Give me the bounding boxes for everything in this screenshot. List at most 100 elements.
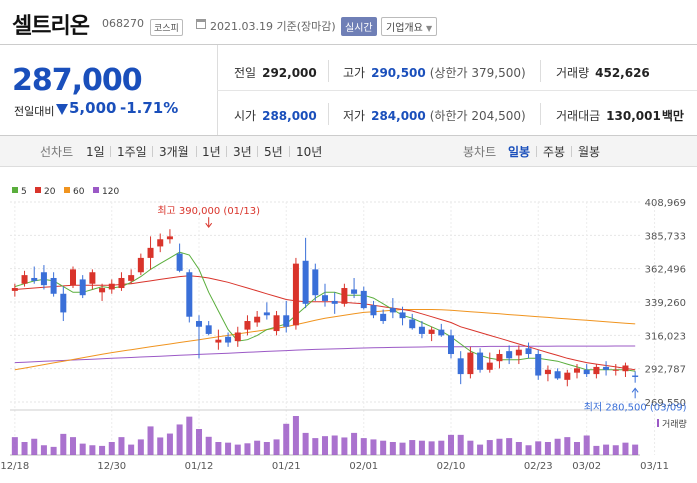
volume-bar [215, 442, 222, 455]
volume-bar [632, 444, 639, 455]
candle-body [321, 295, 329, 301]
tab-3m[interactable]: 3개월 [159, 145, 189, 159]
candle-body [603, 366, 610, 370]
tab-1y[interactable]: 1년 [202, 145, 221, 159]
candle-body [341, 288, 348, 304]
tab-monthly[interactable]: 월봉 [578, 145, 601, 159]
candle-body [263, 312, 270, 316]
volume-bar [593, 445, 600, 455]
candle-body [60, 293, 67, 313]
candle-body [215, 339, 222, 343]
volume-bar [457, 434, 464, 455]
volume-bar [21, 442, 28, 455]
candle-body [50, 277, 57, 294]
candle-body [496, 354, 503, 362]
volume-bar [428, 441, 435, 455]
candle-body [157, 239, 164, 247]
volume-bar [370, 439, 377, 455]
amount-cell: 거래대금 130,001백만 [556, 107, 684, 124]
max-arrow-head-icon [205, 222, 213, 229]
tab-divider [196, 146, 197, 157]
candle-body [447, 335, 455, 355]
candle-body [564, 372, 571, 380]
volume-bar [399, 442, 406, 455]
candle-body [128, 275, 135, 281]
candle-body [254, 316, 261, 323]
candle-body [40, 272, 47, 286]
stock-name: 셀트리온 [12, 14, 90, 39]
price-change: 5,000 [69, 99, 117, 117]
candle-body [544, 369, 551, 375]
x-tick-label: 12/18 [0, 461, 29, 472]
max-price-label: 최고 390,000 (01/13) [157, 205, 260, 217]
volume-bar [176, 424, 183, 455]
tab-1w[interactable]: 1주일 [117, 145, 147, 159]
volume-bar [486, 440, 493, 455]
volume-bar [506, 438, 513, 455]
tab-3y[interactable]: 3년 [233, 145, 252, 159]
amount-value: 130,001 [606, 109, 661, 123]
lower-limit: (하한가 204,500) [429, 109, 526, 123]
volume-bar [108, 442, 115, 455]
volume-bar [137, 439, 144, 455]
company-info-label: 기업개요 [386, 23, 423, 34]
candlestick-chart[interactable]: 5 20 60 120 408,969 385,733 362,496 339,260 316… [0, 166, 697, 483]
cell-divider [540, 103, 541, 125]
volume-bar [40, 445, 47, 455]
market-badge: 코스피 [150, 19, 183, 36]
compare-label: 전일대비 [14, 105, 55, 118]
tab-10y[interactable]: 10년 [296, 145, 323, 159]
candle-body [186, 272, 193, 317]
tab-weekly[interactable]: 주봉 [543, 145, 566, 159]
tab-divider [226, 146, 227, 157]
candle-body [438, 329, 445, 336]
candle-body [108, 283, 115, 290]
volume-bar [418, 440, 425, 455]
volume-bar [50, 446, 57, 455]
candle-body [486, 362, 493, 370]
candle-body [554, 371, 561, 379]
low-value: 284,000 [371, 109, 426, 123]
volume-bar [573, 442, 581, 455]
volume-bar [535, 441, 542, 455]
realtime-button[interactable]: 실시간 [341, 17, 377, 36]
candle-body [234, 332, 241, 342]
volume-bar [234, 444, 241, 455]
volume-bar [157, 437, 164, 455]
tab-divider [110, 146, 111, 157]
candle-body [477, 352, 484, 370]
legend-label-20: 20 [44, 187, 56, 197]
candle-body [457, 358, 464, 375]
y-tick-label: 292,787 [645, 365, 686, 376]
tab-daily[interactable]: 일봉 [508, 145, 531, 159]
chevron-down-icon: ▼ [426, 24, 433, 33]
tab-1d[interactable]: 1일 [86, 145, 105, 159]
y-tick-label: 408,969 [645, 198, 686, 209]
cell-divider [328, 60, 329, 82]
volume-bar [351, 432, 358, 455]
candle-body [244, 321, 251, 330]
x-tick-label: 12/30 [97, 461, 126, 472]
candle-body [351, 289, 358, 294]
tab-divider [152, 146, 153, 157]
candle-chart-label: 봉차트 [463, 145, 497, 159]
company-info-dropdown[interactable]: 기업개요 ▼ [381, 17, 438, 36]
candle-body [515, 349, 522, 356]
volume-bar [622, 442, 629, 455]
candle-body [99, 288, 106, 293]
volume-bar [60, 433, 67, 455]
volume-bar [447, 434, 455, 455]
high-label: 고가 [343, 66, 366, 80]
x-tick-label: 02/10 [437, 461, 466, 472]
tab-5y[interactable]: 5년 [264, 145, 283, 159]
candle-body [380, 313, 387, 322]
price-summary: 287,000 전일대비 5,000 -1.71% 전일 292,000 고가 29… [0, 44, 697, 136]
volume-bar [341, 437, 348, 455]
low-cell: 저가 284,000 (하한가 204,500) [343, 107, 526, 124]
volume-bar [302, 432, 309, 455]
line-chart-label: 선차트 [40, 145, 74, 159]
candle-body [370, 305, 377, 316]
volume-legend-label: 거래량 [662, 418, 687, 430]
candle-body [69, 269, 77, 286]
down-triangle-icon [56, 104, 68, 115]
